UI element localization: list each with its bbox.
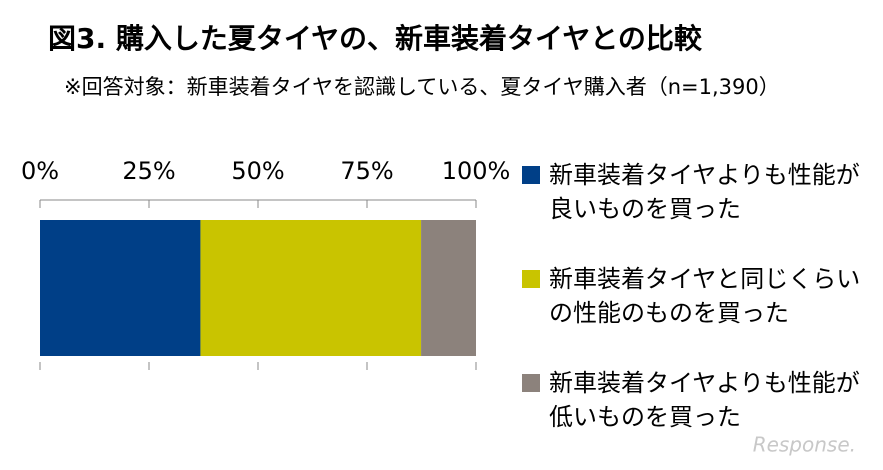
x-tick-label: 100% <box>442 157 511 185</box>
legend-label: 新車装着タイヤよりも性能が良いものを買った <box>549 161 860 223</box>
watermark: Response. <box>753 433 856 457</box>
x-tick-label: 0% <box>21 157 59 185</box>
x-tick-label: 25% <box>122 157 175 185</box>
chart-title: 図3. 購入した夏タイヤの、新車装着タイヤとの比較 <box>48 22 703 55</box>
bar-segment <box>40 220 201 356</box>
x-tick-label: 50% <box>231 157 284 185</box>
legend-label: 新車装着タイヤよりも性能が低いものを買った <box>549 369 860 431</box>
legend-swatch <box>522 166 540 184</box>
legend-label: 新車装着タイヤと同じくらいの性能のものを買った <box>549 265 861 327</box>
chart-subtitle: ※回答対象：新車装着タイヤを認識している、夏タイヤ購入者（n=1,390） <box>64 75 780 99</box>
x-tick-label: 75% <box>340 157 393 185</box>
bar-segment <box>421 220 476 356</box>
legend-item: 新車装着タイヤと同じくらいの性能のものを買った <box>522 262 862 330</box>
legend-item: 新車装着タイヤよりも性能が低いものを買った <box>522 366 862 434</box>
legend-swatch <box>522 270 540 288</box>
bar-segment <box>200 220 422 356</box>
legend-item: 新車装着タイヤよりも性能が良いものを買った <box>522 158 862 226</box>
legend-swatch <box>522 374 540 392</box>
